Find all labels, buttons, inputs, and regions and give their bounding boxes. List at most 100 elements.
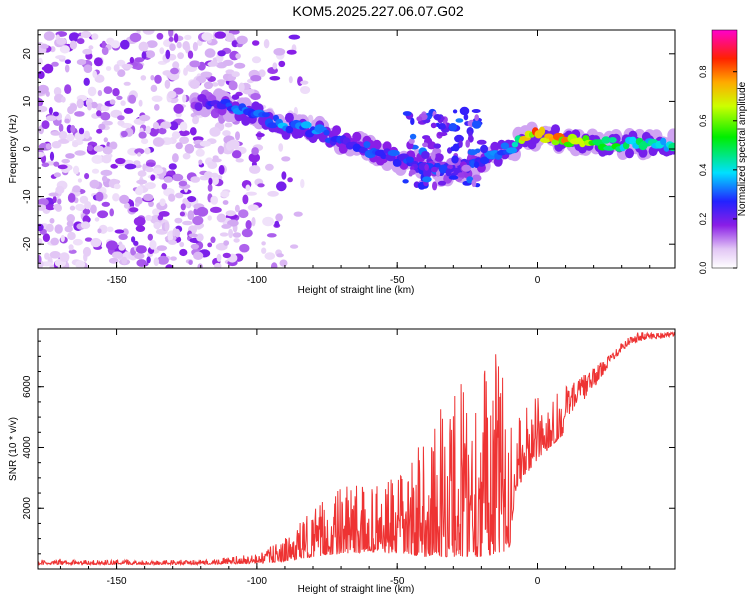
noise-blob (145, 50, 156, 59)
noise-blob (91, 168, 100, 174)
noise-blob (94, 74, 105, 83)
ridge-mark (372, 139, 382, 150)
noise-blob (68, 244, 74, 251)
noise-blob (57, 198, 62, 205)
noise-blob (41, 162, 50, 168)
noise-blob (141, 51, 147, 60)
ridge-mark (451, 155, 459, 164)
noise-blob (235, 131, 240, 141)
ridge-mark (480, 144, 489, 154)
noise-blob (53, 87, 62, 96)
noise-blob (52, 195, 57, 204)
noise-blob (110, 163, 118, 169)
noise-blob (69, 205, 76, 211)
x-tick-label: -50 (390, 576, 405, 587)
noise-blob (257, 183, 265, 188)
ridge-mark (454, 134, 464, 143)
noise-blob (118, 233, 128, 240)
noise-blob (137, 152, 142, 157)
noise-blob (193, 251, 204, 260)
noise-blob (45, 143, 52, 150)
noise-blob (40, 44, 49, 49)
noise-blob (172, 173, 184, 182)
noise-blob (145, 167, 154, 173)
snr-panel: -150 -100 -50 0 2000 4000 6000 Height of stra… (8, 328, 676, 595)
noise-blob (64, 225, 73, 233)
noise-blob (222, 130, 231, 137)
noise-blob (68, 32, 80, 42)
noise-blob (142, 30, 155, 35)
noise-blob (178, 130, 190, 137)
noise-blob (80, 221, 91, 229)
noise-blob (54, 224, 63, 234)
colorbar-tick-label: 0.4 (698, 164, 708, 177)
noise-blob (189, 79, 200, 89)
ridge-mark (433, 143, 441, 149)
noise-blob (192, 116, 199, 125)
noise-blob (221, 224, 232, 229)
noise-blob (222, 200, 229, 205)
noise-blob (307, 114, 314, 123)
noise-blob (288, 34, 301, 40)
noise-blob (129, 56, 135, 64)
noise-blob (140, 75, 147, 81)
noise-blob (278, 143, 284, 152)
ridge-mark (380, 154, 388, 160)
noise-blob (57, 164, 68, 170)
ridge-mark (408, 138, 415, 144)
noise-blob (84, 237, 93, 242)
ridge-mark (452, 109, 458, 114)
noise-blob (84, 130, 90, 139)
noise-blob (56, 37, 67, 46)
noise-blob (167, 90, 177, 99)
noise-blob (146, 256, 151, 264)
noise-blob (59, 45, 70, 54)
heatmap-y-axis: -20 -10 0 10 20 (22, 34, 675, 264)
noise-blob (179, 248, 188, 257)
noise-blob (204, 48, 216, 58)
ridge-mark (392, 158, 402, 167)
ridge-mark (579, 139, 586, 148)
y-tick-label: 6000 (22, 375, 33, 398)
y-tick-label: 4000 (22, 436, 33, 459)
ridge-mark (438, 132, 448, 137)
noise-blob (153, 257, 159, 266)
ridge-mark (660, 137, 667, 146)
noise-blob (196, 206, 209, 217)
noise-blob (82, 215, 90, 223)
x-tick-label: -100 (247, 275, 267, 286)
noise-blob (172, 61, 180, 70)
noise-blob (38, 70, 45, 80)
noise-blob (61, 96, 66, 103)
noise-blob (155, 128, 160, 134)
noise-blob (263, 39, 270, 49)
noise-blob (210, 172, 219, 178)
noise-blob (120, 39, 130, 50)
noise-blob (168, 30, 174, 38)
noise-blob (245, 191, 257, 196)
noise-blob (156, 32, 164, 40)
noise-blob (228, 80, 238, 91)
noise-blob (152, 137, 165, 147)
noise-blob (77, 178, 82, 183)
noise-blob (82, 246, 92, 257)
noise-blob (129, 207, 139, 213)
noise-blob (164, 79, 171, 89)
noise-blob (196, 233, 204, 242)
noise-blob (217, 145, 225, 155)
ridge-mark (405, 156, 414, 163)
ridge-mark (601, 136, 611, 144)
noise-blob (192, 41, 198, 52)
noise-blob (134, 252, 145, 260)
noise-blob (216, 253, 222, 262)
noise-blob (288, 76, 293, 84)
noise-blob (269, 76, 281, 81)
noise-blob (182, 198, 189, 205)
noise-blob (250, 93, 261, 100)
noise-blob (167, 234, 173, 242)
ridge-mark (284, 112, 294, 123)
noise-blob (123, 107, 134, 114)
noise-blob (138, 99, 143, 107)
ridge-mark (471, 109, 481, 113)
noise-blob (245, 184, 251, 192)
